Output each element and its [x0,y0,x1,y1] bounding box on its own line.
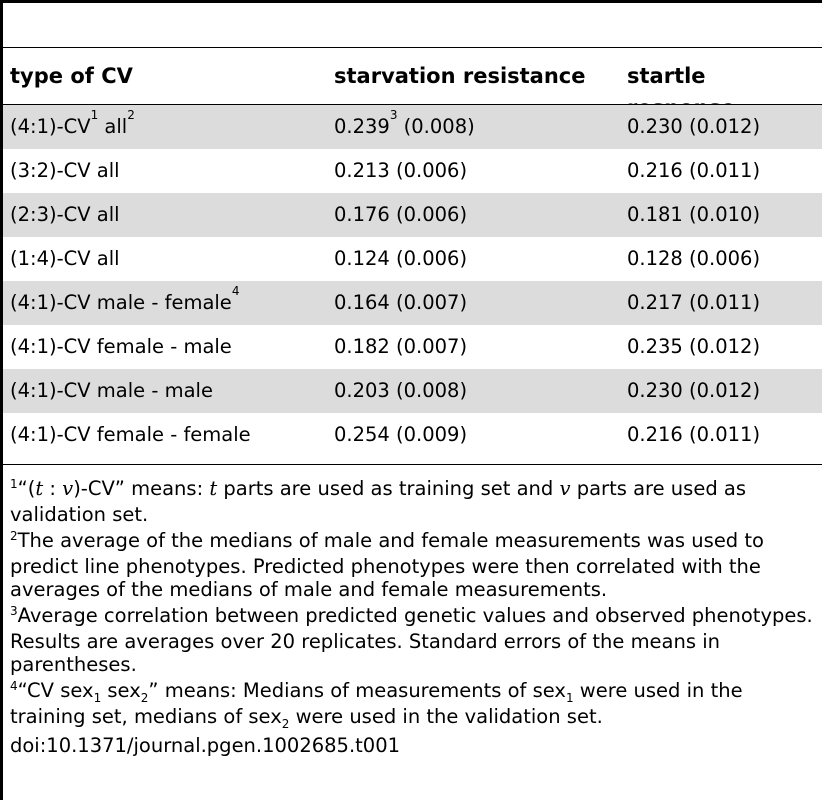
footnote-text: )-CV” means: [73,477,210,500]
header-starvation-resistance: starvation resistance [334,64,586,88]
cell-type: (1:4)-CV all [10,247,120,270]
footnote-text: parts are used as validation set. [10,477,747,526]
cell-starvation: 0.213 (0.006) [334,159,468,182]
footnote-var: v [559,477,571,500]
cell-startle: 0.230 (0.012) [627,115,761,138]
cell-starvation: 0.124 (0.006) [334,247,468,270]
subscript: 2 [140,691,149,705]
cell-starvation: 0.2393 (0.008) [334,105,475,149]
cell-type: (2:3)-CV all [10,203,120,226]
footnote-ref: 2 [127,107,135,122]
cell-startle: 0.216 (0.011) [627,423,761,446]
cell-starvation: 0.182 (0.007) [334,335,468,358]
cell-startle: 0.217 (0.011) [627,291,761,314]
table-row: (2:3)-CV all 0.176 (0.006) 0.181 (0.010) [3,193,822,237]
footnote-1: 1“(t : v)-CV” means: t parts are used as… [10,477,818,526]
cell-starvation: 0.164 (0.007) [334,291,468,314]
footnote-number: 4 [10,679,18,693]
cell-starvation: 0.203 (0.008) [334,379,468,402]
cell-type: (4:1)-CV male - female4 [10,281,239,325]
cell-starvation: 0.254 (0.009) [334,423,468,446]
footnote-var: t [35,477,44,500]
table-row: (4:1)-CV female - female 0.254 (0.009) 0… [3,413,822,457]
cell-value: (0.008) [397,115,475,138]
cell-type: (4:1)-CV male - male [10,379,213,402]
table-row: (3:2)-CV all 0.213 (0.006) 0.216 (0.011) [3,149,822,193]
subscript: 1 [93,691,102,705]
cell-startle: 0.235 (0.012) [627,335,761,358]
footnote-number: 1 [10,477,18,491]
table-row: (4:1)-CV female - male 0.182 (0.007) 0.2… [3,325,822,369]
cell-startle: 0.230 (0.012) [627,379,761,402]
cell-type: (4:1)-CV female - female [10,423,251,446]
top-border [0,0,822,3]
cell-type-text: all [98,115,128,138]
table-row: (4:1)-CV male - male 0.203 (0.008) 0.230… [3,369,822,413]
footnote-text: ” means: Medians of measurements of sex [148,679,566,702]
table-bottom-rule [3,464,822,465]
header-bottom-rule [3,104,822,105]
footnote-var: v [62,477,74,500]
footnote-text: parts are used as training set and [217,477,560,500]
table-row: (4:1)-CV1 all2 0.2393 (0.008) 0.230 (0.0… [3,105,822,149]
table-row: (4:1)-CV male - female4 0.164 (0.007) 0.… [3,281,822,325]
subscript: 1 [565,691,574,705]
footnote-4: 4“CV sex1 sex2” means: Medians of measur… [10,679,818,731]
table-header: type of CV starvation resistance startle… [10,60,820,120]
cell-type-text: (4:1)-CV [10,115,91,138]
footnote-text: were used in the training set, medians o… [10,679,743,728]
doi-link[interactable]: doi:10.1371/journal.pgen.1002685.t001 [10,734,401,757]
cell-value: 0.239 [334,115,390,138]
footnote-text: “CV sex [17,679,94,702]
table-row: (1:4)-CV all 0.124 (0.006) 0.128 (0.006) [3,237,822,281]
footnote-text: : [43,477,63,500]
footnote-text: The average of the medians of male and f… [10,529,764,601]
left-border [0,0,3,800]
cell-startle: 0.181 (0.010) [627,203,761,226]
subscript: 2 [281,717,290,731]
footnote-ref: 1 [90,107,99,122]
footnote-number: 3 [10,604,18,618]
footnote-3: 3Average correlation between predicted g… [10,604,818,676]
header-top-rule [3,47,822,48]
footnote-var: t [209,477,218,500]
cell-startle: 0.216 (0.011) [627,159,761,182]
footnotes: 1“(t : v)-CV” means: t parts are used as… [10,477,818,760]
footnote-text: were used in the validation set. [289,705,603,728]
footnote-text: sex [101,679,141,702]
footnote-text: Average correlation between predicted ge… [10,604,813,676]
cell-type-text: (4:1)-CV male - female [10,291,232,314]
footnote-text: “( [17,477,36,500]
footnote-ref: 3 [389,107,398,122]
footnote-number: 2 [10,529,18,543]
cell-type: (3:2)-CV all [10,159,120,182]
footnote-2: 2The average of the medians of male and … [10,529,818,601]
cell-starvation: 0.176 (0.006) [334,203,468,226]
cell-startle: 0.128 (0.006) [627,247,761,270]
cell-type: (4:1)-CV female - male [10,335,232,358]
cell-type: (4:1)-CV1 all2 [10,105,135,149]
footnote-ref: 4 [231,283,240,298]
header-type-of-cv: type of CV [10,64,133,88]
